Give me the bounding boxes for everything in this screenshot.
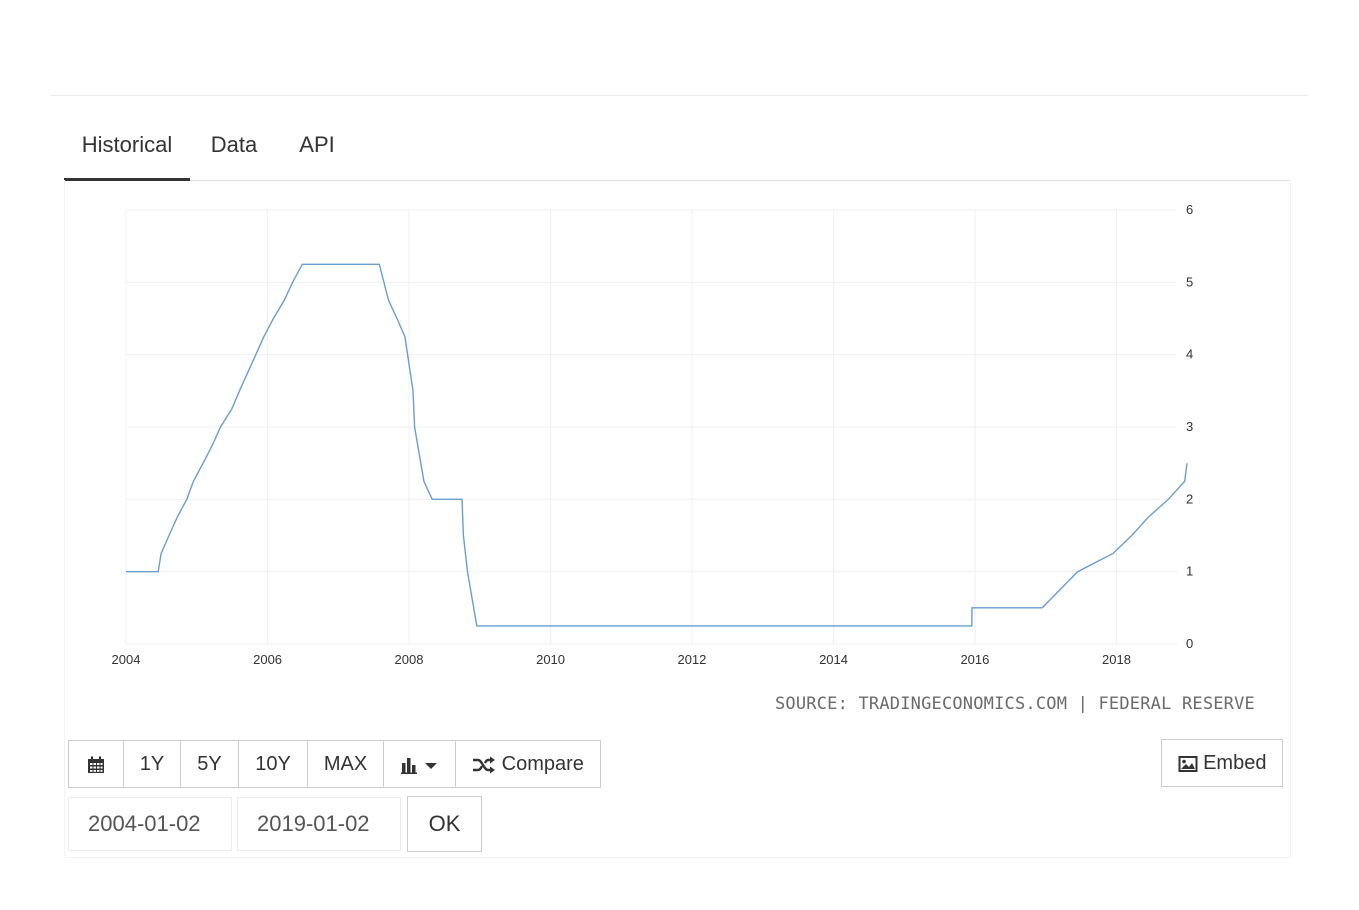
x-tick-label: 2014 (819, 652, 848, 667)
calendar-icon (87, 753, 105, 775)
range-1y-button[interactable]: 1Y (124, 741, 181, 787)
chart-panel (64, 180, 1291, 858)
start-date-input[interactable] (68, 797, 232, 851)
embed-button[interactable]: Embed (1161, 739, 1283, 787)
calendar-button[interactable] (69, 741, 124, 787)
range-10y-button[interactable]: 10Y (239, 741, 308, 787)
range-max-button[interactable]: MAX (308, 741, 384, 787)
y-tick-label: 3 (1186, 419, 1193, 434)
x-tick-label: 2006 (253, 652, 282, 667)
x-tick-label: 2016 (960, 652, 989, 667)
x-tick-label: 2008 (395, 652, 424, 667)
compare-button[interactable]: Compare (456, 741, 600, 787)
end-date-input[interactable] (237, 797, 401, 851)
top-divider (50, 95, 1308, 96)
embed-label: Embed (1203, 752, 1267, 774)
ok-button[interactable]: OK (407, 796, 482, 852)
tab-historical[interactable]: Historical (64, 120, 190, 181)
bar-chart-dropdown-icon (400, 753, 439, 775)
compare-label: Compare (501, 753, 584, 775)
tab-data[interactable]: Data (210, 132, 258, 157)
x-tick-label: 2018 (1102, 652, 1131, 667)
range-5y-button[interactable]: 5Y (181, 741, 239, 787)
x-axis-tick-labels: 2004 2006 2008 2010 2012 2014 2016 2018 (112, 652, 1131, 667)
x-tick-label: 2010 (536, 652, 565, 667)
chart-grid (125, 209, 1177, 645)
y-tick-label: 4 (1186, 347, 1193, 362)
y-axis-tick-labels: 0 1 2 3 4 5 6 (1186, 202, 1193, 651)
y-tick-label: 6 (1186, 202, 1193, 217)
x-tick-label: 2012 (677, 652, 706, 667)
image-icon (1178, 752, 1204, 774)
source-attribution: SOURCE: TRADINGECONOMICS.COM | FEDERAL R… (774, 694, 1255, 714)
range-button-group: 1Y 5Y 10Y MAX Compare (68, 740, 601, 788)
y-tick-label: 0 (1186, 636, 1193, 651)
chart-type-button[interactable] (384, 741, 456, 787)
x-tick-label: 2004 (112, 652, 141, 667)
tab-api[interactable]: API (299, 132, 335, 157)
y-tick-label: 1 (1186, 564, 1193, 579)
y-tick-label: 2 (1186, 491, 1193, 506)
tab-bar: Historical Data API (64, 120, 1289, 181)
series-line (126, 263, 1188, 627)
y-tick-label: 5 (1186, 274, 1193, 289)
shuffle-icon (472, 753, 502, 775)
